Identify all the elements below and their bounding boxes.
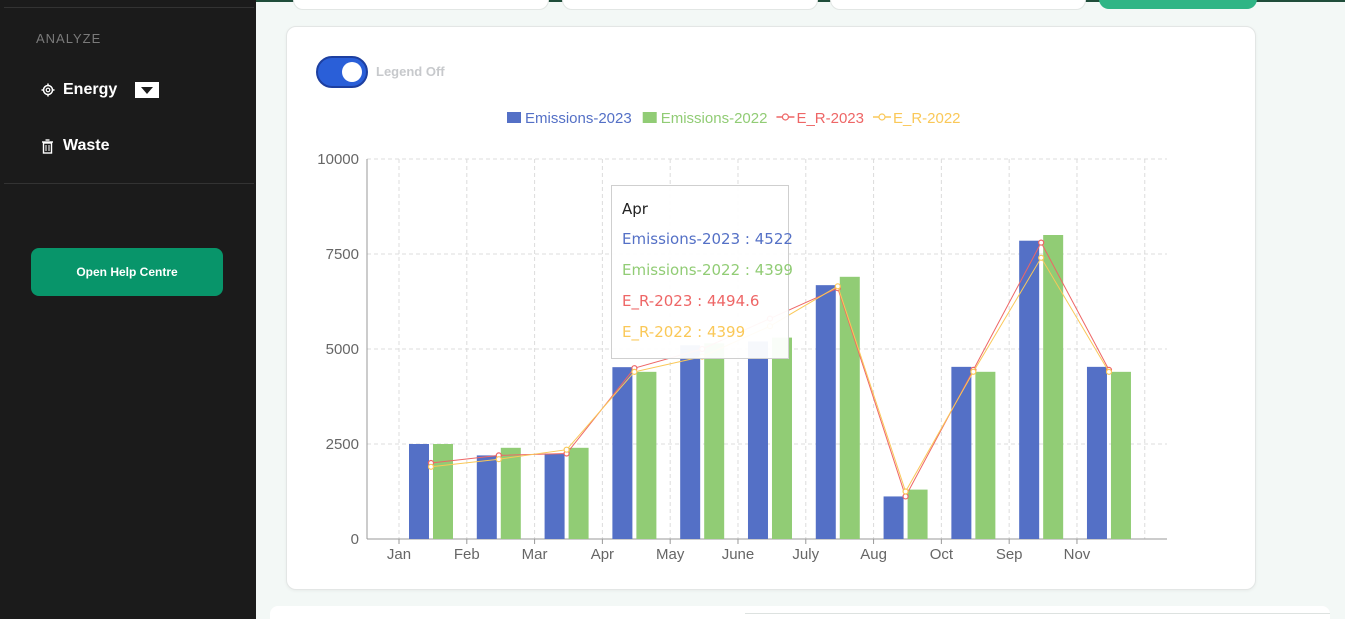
- apply-button[interactable]: [1099, 0, 1257, 9]
- sidebar-item-energy[interactable]: Energy: [40, 81, 160, 99]
- data-point: [495, 456, 502, 463]
- y-tick-label: 7500: [326, 246, 359, 263]
- gear-icon: [40, 83, 55, 98]
- legend-swatch: [507, 112, 521, 123]
- sidebar-item-waste[interactable]: Waste: [40, 137, 110, 155]
- bar: [409, 444, 429, 539]
- data-point: [834, 283, 841, 290]
- x-tick-label: Oct: [930, 546, 954, 563]
- bar: [839, 276, 860, 539]
- tooltip-row: Emissions-2022 : 4399: [622, 261, 793, 279]
- bar: [680, 345, 701, 539]
- bar: [1086, 366, 1107, 539]
- data-point: [970, 368, 977, 375]
- sidebar-divider: [4, 183, 254, 184]
- legend-toggle[interactable]: [316, 56, 368, 88]
- data-point: [563, 446, 570, 453]
- data-point: [631, 368, 638, 375]
- x-tick-label: Jan: [387, 546, 411, 563]
- bar: [747, 341, 768, 539]
- y-tick-label: 5000: [326, 341, 359, 358]
- legend-toggle-label: Legend Off: [376, 64, 445, 79]
- legend-label: Emissions-2023: [525, 110, 632, 127]
- x-tick-label: July: [792, 546, 819, 563]
- sidebar: ANALYZE Energy Waste Open Help Centre: [0, 0, 256, 619]
- bar: [544, 453, 565, 539]
- y-tick-label: 10000: [317, 151, 359, 168]
- divider: [745, 613, 1330, 614]
- y-tick-label: 2500: [326, 436, 359, 453]
- filter-card[interactable]: [293, 0, 549, 10]
- toggle-knob: [342, 62, 362, 82]
- y-tick-label: 0: [351, 531, 359, 548]
- filter-card[interactable]: [562, 0, 818, 10]
- trash-icon: [40, 138, 55, 154]
- data-point: [902, 488, 909, 495]
- bar: [771, 337, 792, 539]
- filter-card[interactable]: [830, 0, 1086, 10]
- x-tick-label: May: [656, 546, 685, 563]
- x-tick-label: Feb: [454, 546, 480, 563]
- bar: [1043, 235, 1064, 539]
- data-point: [427, 463, 435, 470]
- sidebar-divider: [4, 7, 254, 8]
- bar: [951, 366, 972, 539]
- legend-swatch: [642, 112, 657, 123]
- chart-card: Legend Off 0 2500 5000 7500 10000 Jan Feb Mar Ap…: [286, 26, 1256, 590]
- bar: [907, 489, 928, 539]
- legend-label: E_R-2022: [893, 110, 961, 127]
- x-tick-label: Aug: [860, 546, 887, 563]
- legend-label: Emissions-2022: [661, 110, 768, 127]
- bar: [612, 367, 633, 539]
- tooltip-title: Apr: [622, 200, 648, 218]
- bar: [433, 444, 453, 539]
- legend-swatch: [781, 113, 790, 121]
- bar: [476, 455, 497, 539]
- chart-tooltip: Apr Emissions-2023 : 4522 Emissions-2022…: [611, 185, 793, 359]
- data-point: [1105, 368, 1113, 375]
- sidebar-item-label: Waste: [63, 137, 110, 154]
- bar: [1110, 371, 1131, 539]
- data-point: [1038, 239, 1045, 246]
- sidebar-item-label: Energy: [63, 81, 118, 98]
- tooltip-row: E_R-2022 : 4399: [622, 323, 746, 341]
- tooltip-row: Emissions-2023 : 4522: [622, 230, 793, 248]
- x-tick-label: Mar: [522, 546, 548, 563]
- bar: [815, 285, 836, 539]
- bar: [975, 371, 996, 539]
- sidebar-section-label: ANALYZE: [36, 31, 102, 46]
- bar: [1019, 240, 1040, 539]
- x-tick-label: Apr: [591, 546, 614, 563]
- bar: [883, 496, 904, 539]
- data-point: [902, 493, 909, 500]
- bar: [568, 447, 589, 539]
- x-tick-label: Sep: [996, 546, 1023, 563]
- emissions-chart: 0 2500 5000 7500 10000 Jan Feb Mar Apr May June Jul…: [317, 110, 1167, 563]
- bar: [500, 447, 521, 539]
- x-tick-label: June: [722, 546, 755, 563]
- x-tick-label: Nov: [1064, 546, 1091, 563]
- tooltip-row: E_R-2023 : 4494.6: [622, 292, 760, 310]
- bar: [704, 343, 725, 539]
- bar: [636, 371, 657, 539]
- chevron-down-icon[interactable]: [135, 82, 160, 98]
- legend-label: E_R-2023: [796, 110, 864, 127]
- data-point: [1038, 254, 1045, 261]
- next-card: [270, 606, 1330, 619]
- legend-swatch: [878, 113, 886, 121]
- open-help-centre-button[interactable]: Open Help Centre: [31, 248, 223, 296]
